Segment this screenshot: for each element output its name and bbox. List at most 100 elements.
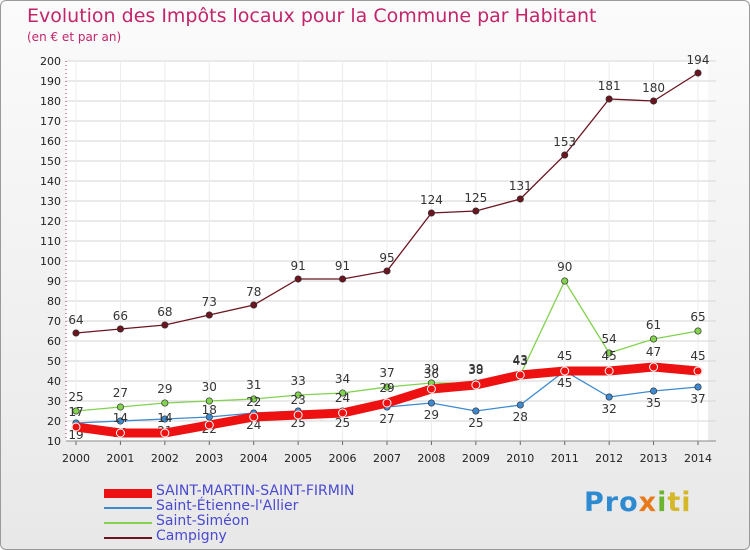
- data-point: [116, 417, 124, 425]
- data-label: 45: [557, 349, 572, 363]
- data-label: 22: [246, 395, 261, 409]
- data-point: [72, 329, 80, 337]
- data-point: [250, 301, 258, 309]
- x-tick-label: 2013: [640, 452, 668, 465]
- data-label: 65: [690, 310, 705, 324]
- legend-label: Saint-Siméon: [156, 513, 250, 529]
- data-label: 30: [202, 380, 217, 394]
- data-point: [561, 277, 569, 285]
- y-tick-label: 20: [47, 415, 61, 428]
- x-tick-label: 2000: [62, 452, 90, 465]
- data-point: [650, 387, 658, 395]
- legend-label: Campigny: [156, 528, 227, 544]
- data-point: [160, 428, 170, 438]
- data-label: 95: [379, 251, 394, 265]
- data-label: 31: [246, 378, 261, 392]
- data-point: [650, 97, 658, 105]
- x-tick-label: 2005: [284, 452, 312, 465]
- data-point: [561, 151, 569, 159]
- data-label: 29: [424, 408, 439, 422]
- y-tick-label: 190: [40, 75, 61, 88]
- data-point: [161, 399, 169, 407]
- data-label: 124: [420, 193, 443, 207]
- data-point: [383, 383, 391, 391]
- data-point: [427, 209, 435, 217]
- data-point: [116, 403, 124, 411]
- data-point: [382, 398, 392, 408]
- x-tick-label: 2011: [551, 452, 579, 465]
- data-point: [426, 384, 436, 394]
- data-label: 34: [335, 372, 350, 386]
- data-label: 39: [424, 362, 439, 376]
- y-tick-label: 200: [40, 55, 61, 68]
- data-label: 28: [513, 410, 528, 424]
- data-label: 25: [468, 416, 483, 430]
- data-point: [649, 362, 659, 372]
- data-label: 18: [202, 403, 217, 417]
- legend-swatch: [104, 522, 152, 524]
- y-tick-label: 150: [40, 155, 61, 168]
- x-tick-label: 2002: [151, 452, 179, 465]
- data-point: [472, 207, 480, 215]
- data-label: 90: [557, 260, 572, 274]
- y-tick-label: 120: [40, 215, 61, 228]
- data-label: 47: [646, 345, 661, 359]
- x-tick-label: 2012: [595, 452, 623, 465]
- data-label: 91: [291, 259, 306, 273]
- data-label: 91: [335, 259, 350, 273]
- data-label: 27: [113, 386, 128, 400]
- y-tick-label: 110: [40, 235, 61, 248]
- data-point: [383, 267, 391, 275]
- data-label: 39: [468, 362, 483, 376]
- y-tick-label: 70: [47, 315, 61, 328]
- data-point: [115, 428, 125, 438]
- data-point: [694, 383, 702, 391]
- data-point: [116, 325, 124, 333]
- data-label: 14: [157, 411, 172, 425]
- data-point: [605, 95, 613, 103]
- data-point: [71, 422, 81, 432]
- data-point: [694, 327, 702, 335]
- y-tick-label: 60: [47, 335, 61, 348]
- data-label: 37: [379, 366, 394, 380]
- data-label: 68: [157, 305, 172, 319]
- data-label: 29: [157, 382, 172, 396]
- data-label: 29: [379, 381, 394, 395]
- data-point: [249, 412, 259, 422]
- x-tick-label: 2008: [417, 452, 445, 465]
- y-tick-label: 90: [47, 275, 61, 288]
- data-point: [205, 311, 213, 319]
- proxiti-logo: Proxiti: [584, 487, 692, 518]
- data-point: [472, 407, 480, 415]
- y-tick-label: 30: [47, 395, 61, 408]
- data-label: 45: [602, 349, 617, 363]
- data-label: 17: [68, 405, 83, 419]
- data-label: 78: [246, 285, 261, 299]
- data-label: 36: [424, 367, 439, 381]
- data-point: [604, 366, 614, 376]
- data-label: 35: [646, 396, 661, 410]
- data-label: 194: [687, 53, 710, 67]
- y-tick-label: 170: [40, 115, 61, 128]
- x-tick-label: 2010: [506, 452, 534, 465]
- x-tick-label: 2006: [329, 452, 357, 465]
- legend-label: Saint-Étienne-l'Allier: [156, 498, 299, 514]
- data-point: [294, 275, 302, 283]
- data-label: 45: [690, 349, 705, 363]
- legend-swatch: [104, 507, 152, 509]
- data-point: [339, 275, 347, 283]
- data-point: [161, 321, 169, 329]
- data-label: 23: [291, 393, 306, 407]
- data-label: 43: [513, 354, 528, 368]
- y-tick-label: 180: [40, 95, 61, 108]
- data-point: [560, 366, 570, 376]
- y-tick-label: 80: [47, 295, 61, 308]
- chart-title: Evolution des Impôts locaux pour la Comm…: [27, 5, 597, 27]
- data-label: 54: [602, 332, 617, 346]
- legend-label: SAINT-MARTIN-SAINT-FIRMIN: [156, 483, 355, 499]
- data-label: 131: [509, 179, 532, 193]
- data-point: [693, 366, 703, 376]
- data-point: [204, 420, 214, 430]
- legend-swatch: [104, 489, 152, 498]
